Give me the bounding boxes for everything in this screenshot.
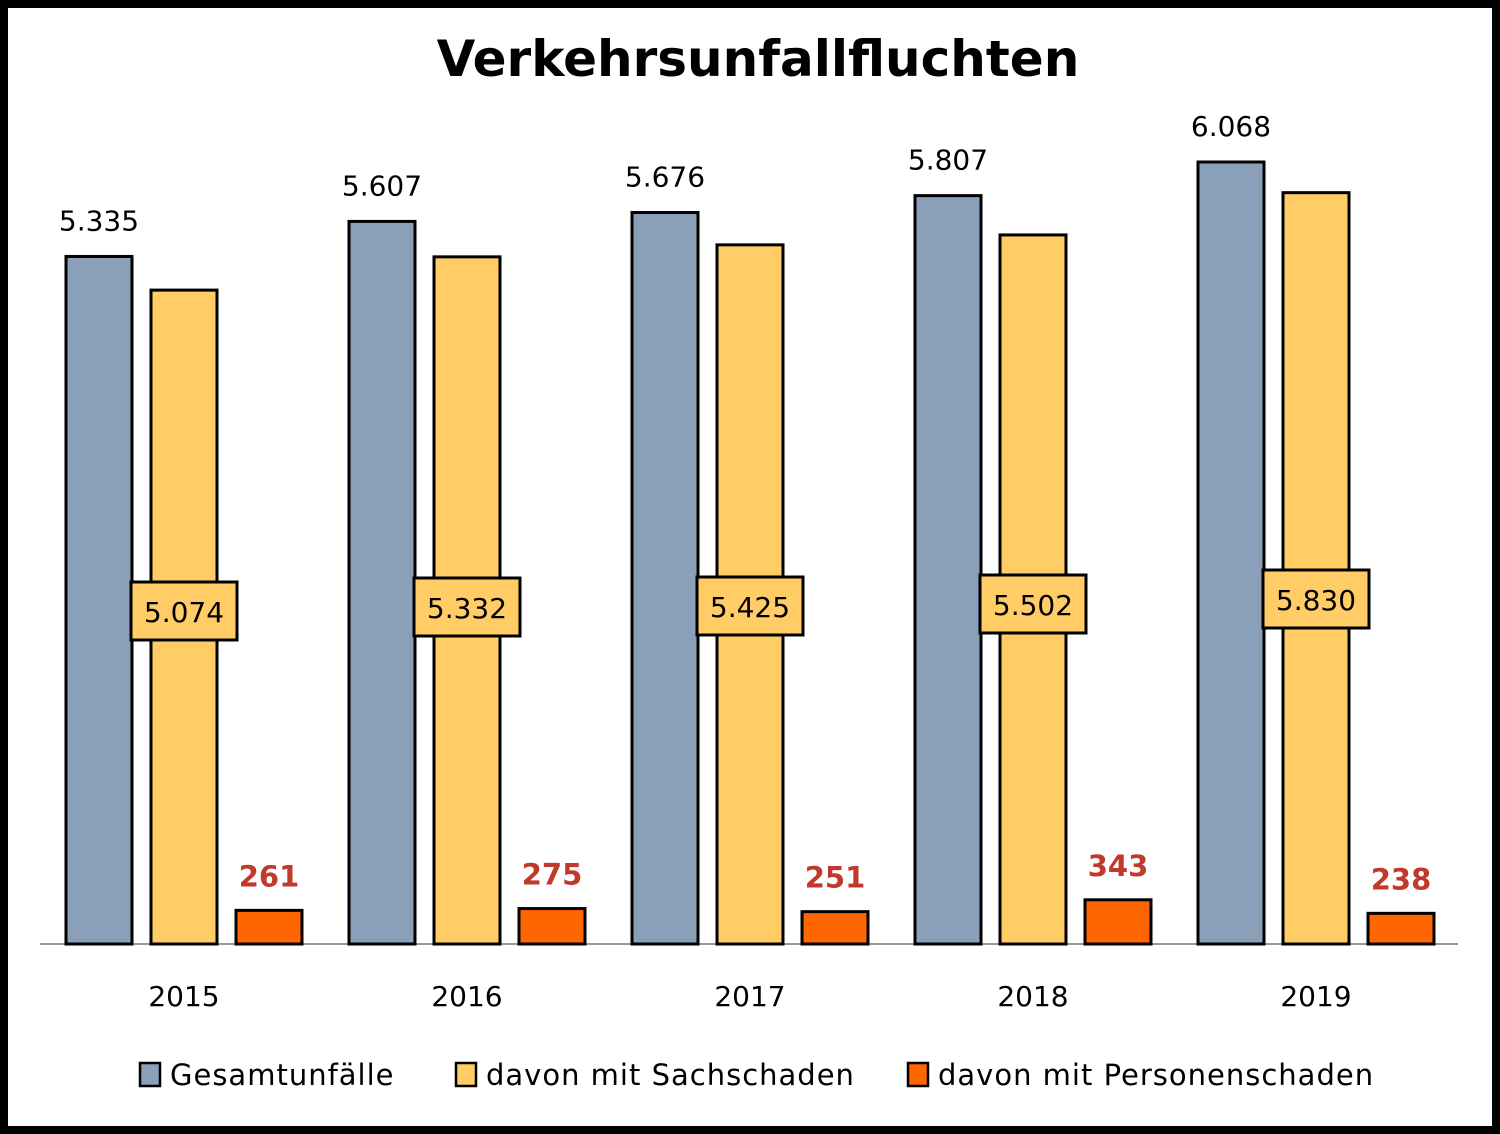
bar-gesamtunfälle-2019 [1196, 160, 1266, 946]
category-label-2019: 2019 [1280, 980, 1351, 1013]
category-labels-group: 2015 2016 2017 2018 2019 [148, 980, 1351, 1013]
legend-label-gesamtunfälle: Gesamtunfälle [170, 1058, 395, 1092]
data-label-box-sachschaden-2017 [695, 575, 805, 637]
data-labels-group: 5.335 5.074 261 5.607 5.332 275 5.676 5.425 251 5… [59, 110, 1431, 896]
legend: Gesamtunfälle davon mit Sachschaden davon … [138, 1058, 1374, 1092]
data-label-box-sachschaden-2019 [1261, 568, 1371, 630]
data-label-personenschaden-2017: 251 [805, 861, 866, 895]
bar-davon-mit-personenschaden-2019 [1366, 911, 1436, 946]
data-label-gesamt-2016: 5.607 [342, 169, 422, 202]
bars-group [64, 160, 1436, 946]
legend-label-davon-mit-sachschaden: davon mit Sachschaden [486, 1058, 855, 1092]
bar-gesamtunfälle-2015 [64, 254, 134, 946]
data-label-gesamt-2015: 5.335 [59, 204, 139, 237]
data-label-personenschaden-2016: 275 [522, 858, 583, 892]
data-label-gesamt-2018: 5.807 [908, 144, 988, 177]
bar-davon-mit-sachschaden-2019 [1281, 191, 1351, 946]
bar-gesamtunfälle-2018 [913, 194, 983, 946]
bar-davon-mit-personenschaden-2016 [517, 907, 587, 946]
data-label-personenschaden-2019: 238 [1371, 862, 1432, 896]
data-label-sachschaden-2019: 5.830 [1276, 584, 1356, 617]
legend-swatch-davon-mit-sachschaden [454, 1061, 478, 1088]
legend-swatch-davon-mit-personenschaden [906, 1061, 930, 1088]
data-label-box-sachschaden-2016 [412, 576, 522, 638]
category-label-2016: 2016 [431, 980, 502, 1013]
chart-title: Verkehrsunfallfluchten [437, 30, 1080, 88]
bar-gesamtunfälle-2016 [347, 219, 417, 946]
data-label-sachschaden-2018: 5.502 [993, 589, 1073, 622]
category-label-2018: 2018 [997, 980, 1068, 1013]
data-label-sachschaden-2016: 5.332 [427, 592, 507, 625]
data-label-box-sachschaden-2015 [129, 580, 239, 642]
data-label-gesamt-2017: 5.676 [625, 161, 705, 194]
data-label-personenschaden-2015: 261 [239, 859, 300, 893]
category-label-2017: 2017 [714, 980, 785, 1013]
bar-davon-mit-personenschaden-2015 [234, 908, 304, 946]
data-label-personenschaden-2018: 343 [1088, 849, 1149, 883]
bar-davon-mit-personenschaden-2017 [800, 910, 870, 946]
category-label-2015: 2015 [148, 980, 219, 1013]
bar-gesamtunfälle-2017 [630, 211, 700, 946]
data-label-box-sachschaden-2018 [978, 573, 1088, 635]
data-label-sachschaden-2017: 5.425 [710, 591, 790, 624]
data-label-sachschaden-2015: 5.074 [144, 596, 224, 629]
data-label-gesamt-2019: 6.068 [1191, 110, 1271, 143]
bar-davon-mit-personenschaden-2018 [1083, 898, 1153, 946]
legend-swatch-gesamtunfälle [138, 1061, 162, 1088]
legend-label-davon-mit-personenschaden: davon mit Personenschaden [938, 1058, 1374, 1092]
